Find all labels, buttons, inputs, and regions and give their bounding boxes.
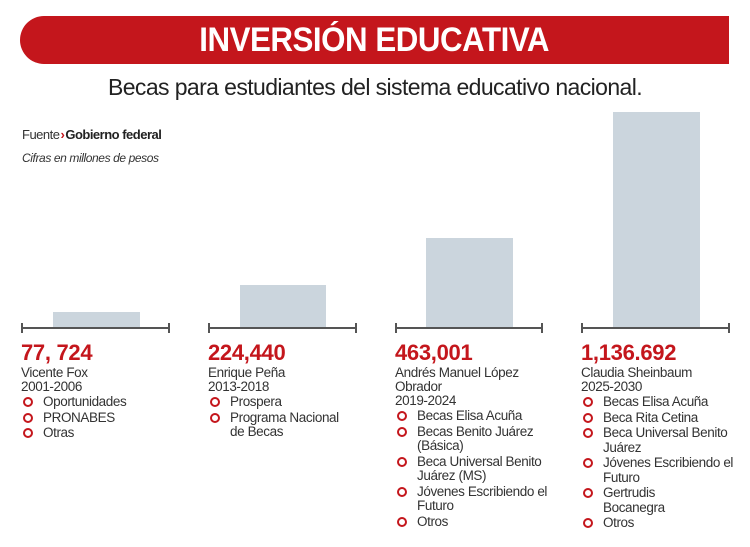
circle-bullet-icon [583, 412, 593, 423]
column-sheinbaum: 1,136.692 Claudia Sheinbaum 2025-2030 Be… [581, 340, 746, 532]
circle-bullet-icon [583, 397, 593, 407]
value-label: 463,001 [395, 340, 473, 365]
source-label: Fuente [22, 127, 60, 142]
program-list: Oportunidades PRONABES Otras [21, 394, 191, 441]
circle-bullet-icon [210, 397, 220, 407]
list-item: Oportunidades [21, 394, 191, 410]
list-item: Beca Universal Benito Juárez [581, 425, 728, 455]
axis-segment-fox [21, 323, 170, 333]
column-pena: 224,440 Enrique Peña 2013-2018 Prospera … [208, 340, 358, 441]
list-item: Jóvenes Escribiendo el Futuro [581, 455, 750, 485]
bar-sheinbaum [613, 112, 700, 328]
page-title: INVERSIÓN EDUCATIVA [199, 20, 550, 59]
circle-bullet-icon [397, 516, 407, 527]
axis-segment-pena [208, 323, 357, 333]
circle-bullet-icon [397, 426, 407, 437]
period: 2019-2024 [395, 393, 456, 408]
president-name: Claudia Sheinbaum [581, 365, 693, 380]
list-item: Beca Universal Benito Juárez (MS) [395, 454, 547, 484]
list-item: Otros [581, 515, 746, 531]
circle-bullet-icon [583, 488, 593, 498]
bar-fox [53, 312, 140, 328]
list-item: Prospera [208, 394, 348, 410]
circle-bullet-icon [583, 458, 593, 468]
circle-bullet-icon [210, 412, 220, 423]
circle-bullet-icon [583, 428, 593, 438]
list-item: Programa Nacional de Becas [208, 410, 348, 440]
period: 2001-2006 [21, 379, 82, 394]
program-list: Becas Elisa Acuña Becas Benito Juárez (B… [395, 408, 555, 530]
source-line: Fuente›Gobierno federal [22, 127, 162, 142]
list-item: Otros [395, 514, 555, 530]
circle-bullet-icon [397, 456, 407, 467]
axis-segment-sheinbaum [581, 323, 730, 333]
column-fox: 77, 724 Vicente Fox 2001-2006 Oportunida… [21, 340, 191, 442]
list-item: Becas Elisa Acuña [581, 394, 746, 410]
bar-pena [240, 285, 326, 328]
circle-bullet-icon [397, 411, 407, 421]
circle-bullet-icon [23, 428, 33, 438]
circle-bullet-icon [583, 518, 593, 528]
circle-bullet-icon [23, 397, 33, 407]
axis-segment-amlo [395, 323, 543, 333]
circle-bullet-icon [397, 486, 407, 497]
list-item: Otras [21, 425, 191, 441]
period: 2025-2030 [581, 379, 642, 394]
program-list: Becas Elisa Acuña Beca Rita Cetina Beca … [581, 394, 746, 531]
list-item: Jóvenes Escribiendo el Futuro [395, 484, 567, 514]
list-item: Beca Rita Cetina [581, 410, 746, 426]
list-item: Gertrudis Bocanegra [581, 485, 713, 515]
circle-bullet-icon [23, 412, 33, 423]
units-note: Cifras en millones de pesos [22, 151, 159, 165]
bar-amlo [426, 238, 513, 328]
value-label: 77, 724 [21, 340, 93, 365]
column-amlo: 463,001 Andrés Manuel López Obrador 2019… [395, 340, 555, 530]
source-org: Gobierno federal [65, 127, 162, 142]
list-item: Becas Elisa Acuña [395, 408, 555, 424]
president-name: Andrés Manuel López Obrador [395, 365, 519, 394]
president-name: Enrique Peña [208, 365, 286, 380]
president-name: Vicente Fox [21, 365, 88, 380]
chart-subtitle: Becas para estudiantes del sistema educa… [108, 74, 643, 100]
period: 2013-2018 [208, 379, 269, 394]
value-label: 1,136.692 [581, 340, 677, 365]
title-banner: INVERSIÓN EDUCATIVA [20, 16, 729, 64]
value-label: 224,440 [208, 340, 286, 365]
program-list: Prospera Programa Nacional de Becas [208, 394, 348, 440]
chevron-right-icon: › [60, 127, 65, 142]
list-item: PRONABES [21, 410, 191, 426]
list-item: Becas Benito Juárez (Básica) [395, 424, 547, 454]
